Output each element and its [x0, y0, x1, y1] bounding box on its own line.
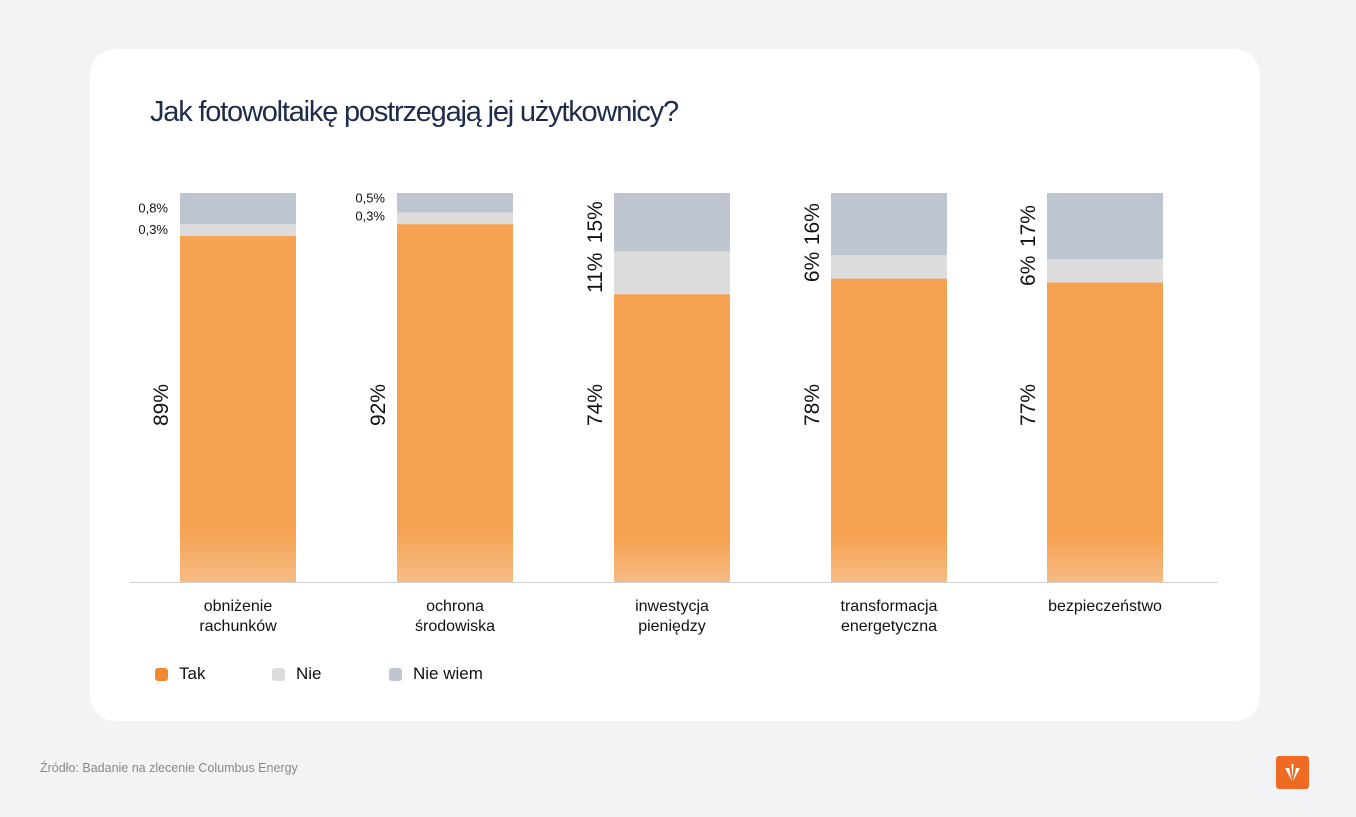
bar-segment-tak: [614, 294, 730, 582]
legend-label: Tak: [179, 664, 206, 683]
category-label: bezpieczeństwo: [1048, 598, 1162, 615]
bar-segment-nie-wiem: [180, 193, 296, 225]
legend: Tak Nie Nie wiem: [155, 664, 506, 684]
bar-segment-tak: [831, 278, 947, 582]
bar-segment-nie-wiem: [1047, 193, 1163, 260]
value-label: 17%: [1017, 205, 1040, 247]
value-label: 0,5%: [355, 191, 385, 206]
bar-segment-nie: [180, 224, 296, 236]
category-label: ochrona środowiska: [414, 598, 496, 635]
legend-swatch: [272, 667, 285, 681]
legend-item-tak: Tak: [155, 664, 272, 684]
bar-segment-nie-wiem: [614, 193, 730, 252]
source-note: Źródło: Badanie na zlecenie Columbus Ene…: [40, 761, 298, 775]
category-label: obniżenie rachunków: [199, 598, 277, 635]
value-label: 92%: [367, 384, 390, 426]
value-label: 78%: [801, 384, 824, 426]
value-label: 89%: [150, 384, 173, 426]
bar-segment-tak: [1047, 282, 1163, 582]
chart-title: Jak fotowoltaikę postrzegają jej użytkow…: [150, 96, 679, 128]
value-label: 6%: [801, 252, 824, 282]
legend-swatch: [389, 667, 402, 681]
value-label: 0,3%: [355, 208, 385, 223]
legend-swatch: [155, 667, 168, 681]
bar-segment-tak: [180, 235, 296, 583]
columbus-energy-logo-icon: [1276, 756, 1309, 789]
bar-segment-nie-wiem: [831, 193, 947, 256]
value-label: 77%: [1017, 384, 1040, 426]
legend-label: Nie: [296, 664, 322, 683]
category-label: inwestycja pieniędzy: [635, 598, 709, 635]
bar-segment-nie: [614, 251, 730, 295]
bar-segment-nie: [397, 212, 513, 225]
bar-segment-tak: [397, 224, 513, 582]
value-label: 0,3%: [138, 222, 168, 237]
category-label: transformacja energetyczna: [840, 598, 938, 635]
value-label: 0,8%: [138, 201, 168, 216]
legend-label: Nie wiem: [413, 664, 483, 683]
value-label: 74%: [584, 384, 607, 426]
value-label: 6%: [1017, 256, 1040, 286]
bar-segment-nie: [831, 255, 947, 279]
value-label: 16%: [801, 203, 824, 245]
value-label: 15%: [584, 201, 607, 243]
legend-item-nie: Nie: [272, 664, 389, 684]
bar-segment-nie: [1047, 259, 1163, 283]
bar-segment-nie-wiem: [397, 193, 513, 213]
value-label: 11%: [584, 253, 607, 293]
legend-item-nie-wiem: Nie wiem: [389, 664, 506, 684]
